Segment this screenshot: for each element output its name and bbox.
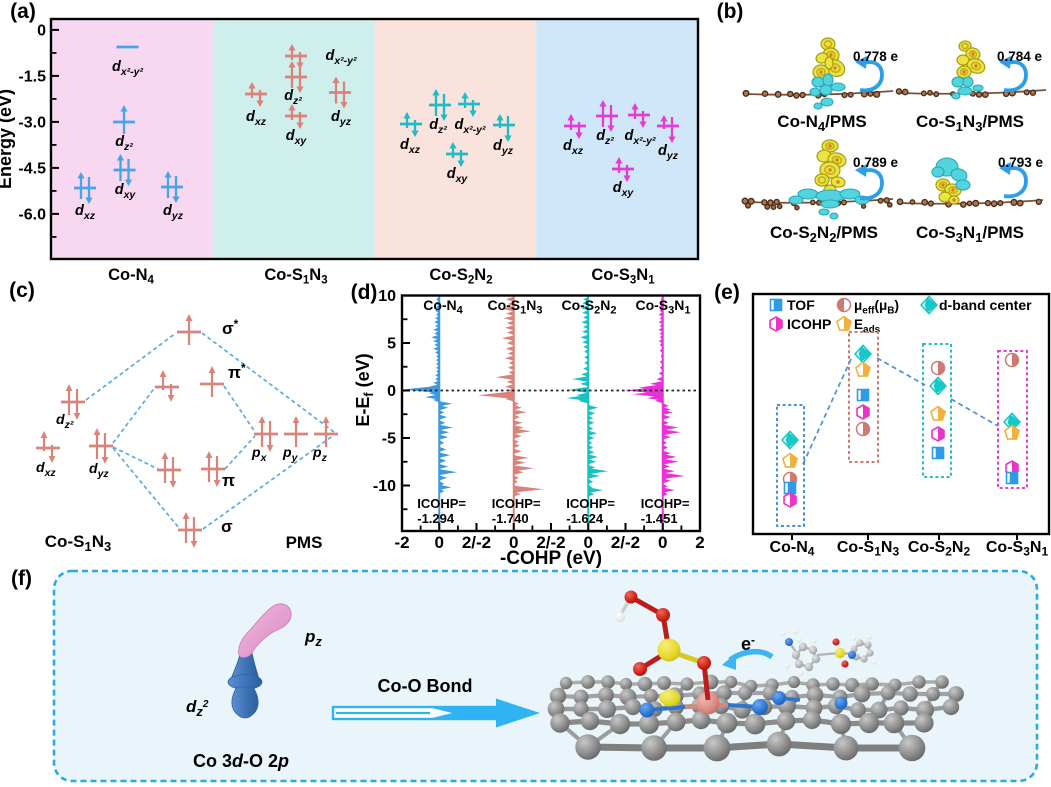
svg-text:dyz: dyz <box>658 143 679 162</box>
svg-text:dxy: dxy <box>447 166 469 185</box>
svg-text:-3.0: -3.0 <box>18 114 46 131</box>
svg-text:dxz: dxz <box>246 109 267 128</box>
svg-text:dx²-y²: dx²-y² <box>624 128 656 147</box>
svg-text:2/-2: 2/-2 <box>611 533 640 552</box>
svg-text:dyz: dyz <box>163 203 184 222</box>
svg-text:ICOHP=: ICOHP= <box>566 496 615 511</box>
svg-text:dz²: dz² <box>56 411 74 431</box>
svg-text:Co 3d-O 2p: Co 3d-O 2p <box>193 751 289 771</box>
svg-text:0: 0 <box>435 533 444 552</box>
svg-text:Co-N4: Co-N4 <box>770 539 815 559</box>
svg-text:dyz: dyz <box>331 109 352 128</box>
svg-text:dxz: dxz <box>400 137 421 156</box>
svg-text:ICOHP=: ICOHP= <box>492 496 541 511</box>
svg-text:Co-S2N2: Co-S2N2 <box>908 539 971 559</box>
svg-text:dxz: dxz <box>36 459 56 479</box>
svg-text:E-Ef (eV): E-Ef (eV) <box>353 353 376 426</box>
svg-text:Co-S3N1: Co-S3N1 <box>591 266 655 287</box>
svg-text:0.784 e: 0.784 e <box>997 49 1043 64</box>
svg-text:-1.740: -1.740 <box>492 511 529 526</box>
svg-text:-COHP (eV): -COHP (eV) <box>500 548 602 569</box>
svg-text:ICOHP=: ICOHP= <box>641 496 690 511</box>
svg-text:-5: -5 <box>382 431 396 448</box>
svg-text:px: px <box>251 444 268 464</box>
svg-text:(c): (c) <box>9 279 35 302</box>
svg-text:Co-S2N2/PMS: Co-S2N2/PMS <box>770 223 878 245</box>
svg-text:(d): (d) <box>351 281 378 304</box>
svg-text:-6.0: -6.0 <box>18 206 46 223</box>
svg-text:dxy: dxy <box>286 128 308 147</box>
svg-text:-1.624: -1.624 <box>566 511 604 526</box>
svg-text:(f): (f) <box>11 567 32 590</box>
svg-text:Co-S2N2: Co-S2N2 <box>429 266 492 287</box>
svg-text:Co-N4: Co-N4 <box>423 297 463 317</box>
svg-text:Co-S1N3: Co-S1N3 <box>487 297 542 317</box>
svg-text:Co-N4/PMS: Co-N4/PMS <box>777 112 866 134</box>
svg-text:Co-S1N3: Co-S1N3 <box>45 532 111 554</box>
svg-text:PMS: PMS <box>286 533 323 552</box>
svg-text:2/-2: 2/-2 <box>462 533 491 552</box>
svg-text:Co-N4: Co-N4 <box>108 266 154 287</box>
svg-text:-4.5: -4.5 <box>18 160 46 177</box>
svg-text:Co-S3N1/PMS: Co-S3N1/PMS <box>916 223 1024 245</box>
svg-text:ICOHP: ICOHP <box>787 316 831 332</box>
svg-text:-1.5: -1.5 <box>18 68 46 85</box>
svg-text:5: 5 <box>387 336 396 353</box>
svg-text:Co-S3N1: Co-S3N1 <box>635 297 690 317</box>
svg-text:dxz: dxz <box>75 203 96 222</box>
svg-text:0: 0 <box>509 533 518 552</box>
svg-text:dx²-y²: dx²-y² <box>112 59 144 78</box>
svg-text:dxy: dxy <box>613 180 635 199</box>
svg-text:0: 0 <box>658 533 667 552</box>
svg-text:0: 0 <box>387 383 396 400</box>
svg-text:(b): (b) <box>717 0 744 23</box>
svg-text:dxy: dxy <box>115 182 137 201</box>
svg-text:2: 2 <box>695 533 704 552</box>
svg-text:10: 10 <box>378 288 396 305</box>
svg-text:dz²: dz² <box>115 134 133 153</box>
svg-text:Co-S1N3/PMS: Co-S1N3/PMS <box>916 112 1024 134</box>
svg-text:Co-O Bond: Co-O Bond <box>378 676 473 696</box>
svg-text:2/-2: 2/-2 <box>536 533 565 552</box>
svg-text:π*: π* <box>228 361 246 382</box>
svg-text:dz²: dz² <box>284 88 302 107</box>
svg-text:TOF: TOF <box>787 297 815 313</box>
svg-text:Co-S1N3: Co-S1N3 <box>264 266 327 287</box>
svg-text:Energy (eV): Energy (eV) <box>0 89 15 189</box>
svg-text:-1.451: -1.451 <box>641 511 678 526</box>
svg-text:Co-S2N2: Co-S2N2 <box>561 297 616 317</box>
svg-text:(e): (e) <box>714 281 740 304</box>
svg-text:dx²-y²: dx²-y² <box>454 117 486 136</box>
svg-text:0.789 e: 0.789 e <box>853 155 899 170</box>
svg-text:0: 0 <box>584 533 593 552</box>
svg-text:ICOHP=: ICOHP= <box>417 496 466 511</box>
svg-text:π: π <box>222 471 235 490</box>
svg-text:dyz: dyz <box>89 460 109 480</box>
svg-text:dyz: dyz <box>493 138 514 157</box>
svg-text:0.793 e: 0.793 e <box>998 155 1044 170</box>
svg-text:0.778 e: 0.778 e <box>853 49 899 64</box>
svg-text:σ: σ <box>221 517 233 536</box>
svg-text:0: 0 <box>37 22 46 39</box>
svg-text:-10: -10 <box>373 478 396 495</box>
svg-text:dz²: dz² <box>596 128 614 147</box>
svg-text:Co-S1N3: Co-S1N3 <box>837 539 900 559</box>
svg-text:-2: -2 <box>394 533 409 552</box>
svg-text:dx²-y²: dx²-y² <box>325 48 357 67</box>
svg-text:dz²: dz² <box>429 117 447 136</box>
svg-text:d-band center: d-band center <box>939 297 1032 313</box>
svg-text:-1.294: -1.294 <box>417 511 455 526</box>
svg-text:(a): (a) <box>10 0 36 23</box>
svg-text:σ*: σ* <box>222 317 239 338</box>
svg-text:dxz: dxz <box>563 138 584 157</box>
svg-text:Co-S3N1: Co-S3N1 <box>986 539 1049 559</box>
